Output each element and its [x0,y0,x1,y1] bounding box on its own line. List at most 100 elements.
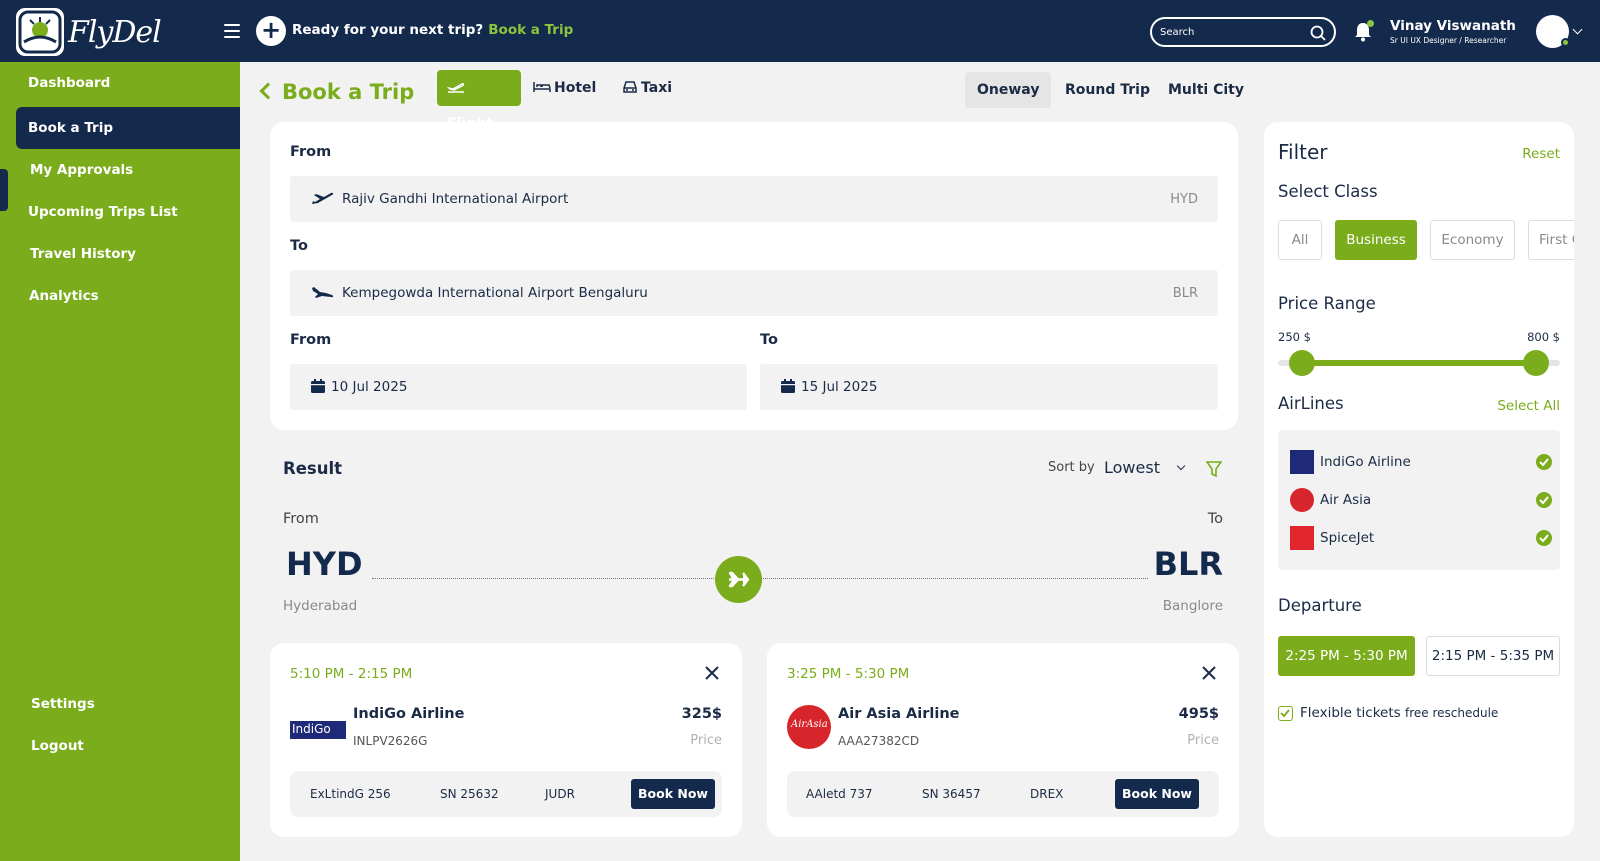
origin-code: HYD [286,545,363,583]
class-business-button[interactable]: Business [1335,220,1417,260]
date-from-field[interactable]: 10 Jul 2025 [290,364,747,410]
book-now-button[interactable]: Book Now [631,779,715,809]
flexible-tickets-text: Flexible tickets [1300,705,1401,721]
user-name[interactable]: Vinay Viswanath [1390,18,1516,34]
flight-card[interactable]: 3:25 PM - 5:30 PM AirAsia Air Asia Airli… [767,643,1239,837]
sidebar-item-analytics[interactable]: Analytics [29,288,99,304]
sidebar-item-book-a-trip[interactable]: Book a Trip [16,107,240,149]
menu-icon[interactable] [224,24,240,38]
price-range-slider[interactable] [1278,350,1560,376]
tab-multi-city[interactable]: Multi City [1168,82,1244,98]
price-range-fill [1302,360,1536,366]
logo-mark-icon [16,8,64,56]
departure-title: Departure [1278,596,1362,615]
tab-oneway[interactable]: Oneway [965,72,1052,108]
indigo-logo-icon [1290,450,1314,474]
departure-slot-1-button[interactable]: 2:25 PM - 5:30 PM [1278,636,1415,676]
from-airport-field[interactable]: Rajiv Gandhi International Airport HYD [290,176,1218,222]
airline-item-indigo[interactable]: IndiGo Airline [1290,450,1552,474]
destination-code: BLR [1153,545,1223,583]
close-icon[interactable] [702,663,722,683]
search-bar[interactable] [1150,17,1336,47]
flight-price: 495$ [1178,706,1219,722]
class-first-button[interactable]: First Class [1528,220,1574,260]
airline-item-airasia[interactable]: Air Asia [1290,488,1552,512]
sidebar: Dashboard Book a Trip My Approvals Upcom… [0,62,240,861]
page-title: Book a Trip [282,80,415,104]
check-icon[interactable] [1536,454,1552,470]
chevron-down-icon[interactable] [1572,24,1583,35]
flight-time: 5:10 PM - 2:15 PM [290,666,413,682]
check-icon[interactable] [1536,530,1552,546]
filter-icon[interactable] [1206,461,1222,478]
add-trip-button[interactable]: + [256,16,286,46]
date-to-label: To [760,332,778,348]
spicejet-logo-icon [1290,526,1314,550]
from-airport-code: HYD [1170,192,1198,207]
sidebar-item-my-approvals[interactable]: My Approvals [30,162,134,178]
calendar-icon [781,379,795,393]
search-input[interactable] [1160,23,1310,41]
flight-time: 3:25 PM - 5:30 PM [787,666,910,682]
flight-terminal: DREX [1030,787,1064,801]
sidebar-item-travel-history[interactable]: Travel History [30,246,136,262]
search-icon[interactable] [1310,25,1326,41]
plane-landing-icon [312,287,334,298]
tab-hotel[interactable]: Hotel [523,70,606,106]
to-airport-name: Kempegowda International Airport Bengalu… [342,285,648,301]
sidebar-item-upcoming-trips[interactable]: Upcoming Trips List [28,204,178,220]
tab-flight[interactable]: Flight [437,70,521,132]
indigo-logo-text: IndiGo [292,722,331,736]
airasia-logo-icon [1290,488,1314,512]
departure-slot-2-button[interactable]: 2:15 PM - 5:35 PM [1426,636,1560,676]
from-airport-name: Rajiv Gandhi International Airport [342,191,569,207]
book-trip-link[interactable]: Book a Trip [488,22,574,38]
sidebar-item-dashboard[interactable]: Dashboard [28,75,111,91]
class-economy-button[interactable]: Economy [1430,220,1515,260]
top-bar: FlyDel + Ready for your next trip? Book a… [0,0,1600,62]
app-name: FlyDel [68,14,162,50]
price-min-handle[interactable] [1289,350,1315,376]
tab-taxi[interactable]: Taxi [612,70,682,106]
result-title: Result [283,459,343,478]
sort-dropdown[interactable]: Lowest [1104,458,1160,477]
search-card: From Rajiv Gandhi International Airport … [270,122,1238,430]
free-reschedule-text: free reschedule [1404,706,1499,720]
tab-round-trip[interactable]: Round Trip [1065,82,1150,98]
select-class-title: Select Class [1278,182,1378,201]
notification-bell-icon[interactable] [1354,20,1374,46]
class-all-button[interactable]: All [1278,220,1322,260]
notification-dot [1367,20,1374,27]
date-to-field[interactable]: 15 Jul 2025 [760,364,1218,410]
airasia-logo-text: AirAsia [791,719,828,730]
flight-airline-name: IndiGo Airline [353,706,465,722]
back-button[interactable]: Book a Trip [259,80,415,104]
flexible-tickets-label: Flexible tickets free reschedule [1300,705,1498,721]
origin-city: Hyderabad [283,598,358,614]
trip-prompt: Ready for your next trip? Book a Trip [292,22,573,38]
select-all-airlines-button[interactable]: Select All [1497,398,1560,414]
to-airport-field[interactable]: Kempegowda International Airport Bengalu… [290,270,1218,316]
app-logo[interactable]: FlyDel [16,8,162,56]
airline-item-spicejet[interactable]: SpiceJet [1290,526,1552,550]
flight-card[interactable]: 5:10 PM - 2:15 PM IndiGo IndiGo Airline … [270,643,742,837]
price-min-label: 250 $ [1278,330,1311,344]
price-max-handle[interactable] [1523,350,1549,376]
close-icon[interactable] [1199,663,1219,683]
filter-reset-button[interactable]: Reset [1522,146,1560,162]
sidebar-item-logout[interactable]: Logout [31,738,84,754]
date-from-label: From [290,332,332,348]
check-icon[interactable] [1536,492,1552,508]
avatar[interactable] [1536,15,1570,48]
flight-price-label: Price [1187,733,1219,748]
sidebar-item-settings[interactable]: Settings [31,696,95,712]
flight-serial: SN 25632 [440,787,499,801]
flight-serial: SN 36457 [922,787,981,801]
tab-hotel-label: Hotel [554,80,597,96]
book-now-button[interactable]: Book Now [1115,779,1199,809]
flexible-tickets-checkbox[interactable] [1278,706,1293,721]
tab-taxi-label: Taxi [641,80,673,96]
trip-prompt-text: Ready for your next trip? [292,22,484,38]
chevron-down-icon[interactable] [1176,461,1186,471]
route-to-label: To [1207,511,1223,527]
